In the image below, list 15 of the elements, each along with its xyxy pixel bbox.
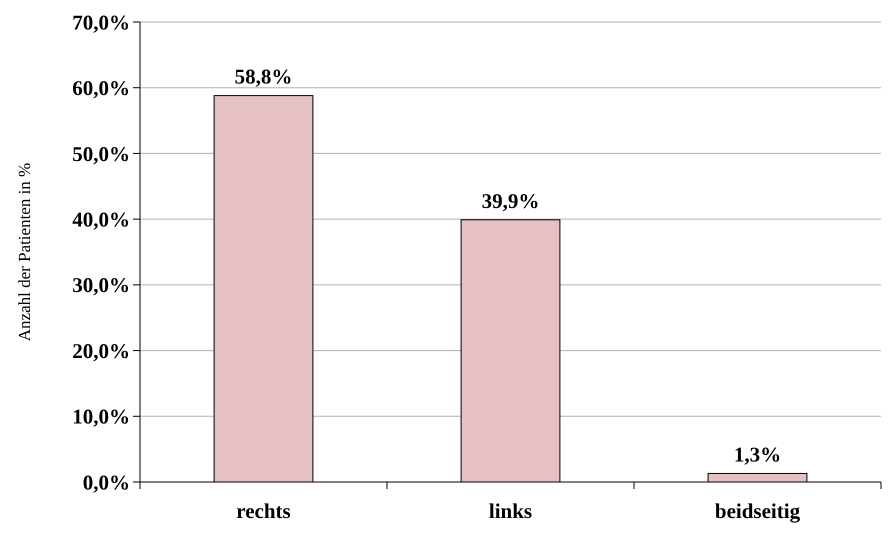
y-axis-title: Anzahl der Patienten in % <box>15 162 34 342</box>
y-tick-label: 20,0% <box>72 338 130 363</box>
data-label: 1,3% <box>734 442 782 466</box>
y-tick-label: 0,0% <box>82 470 130 494</box>
y-tick-label: 10,0% <box>72 404 130 429</box>
y-tick-label: 40,0% <box>72 207 130 232</box>
data-label: 58,8% <box>234 64 292 89</box>
y-tick-label: 60,0% <box>72 76 130 100</box>
y-tick-label: 30,0% <box>72 273 130 298</box>
y-tick-label: 70,0% <box>72 10 130 34</box>
x-tick-label: rechts <box>236 499 291 523</box>
x-tick-label: links <box>488 499 532 523</box>
data-label: 39,9% <box>482 188 540 213</box>
y-tick-label: 50,0% <box>72 142 130 166</box>
x-tick-label: beidseitig <box>714 499 801 523</box>
